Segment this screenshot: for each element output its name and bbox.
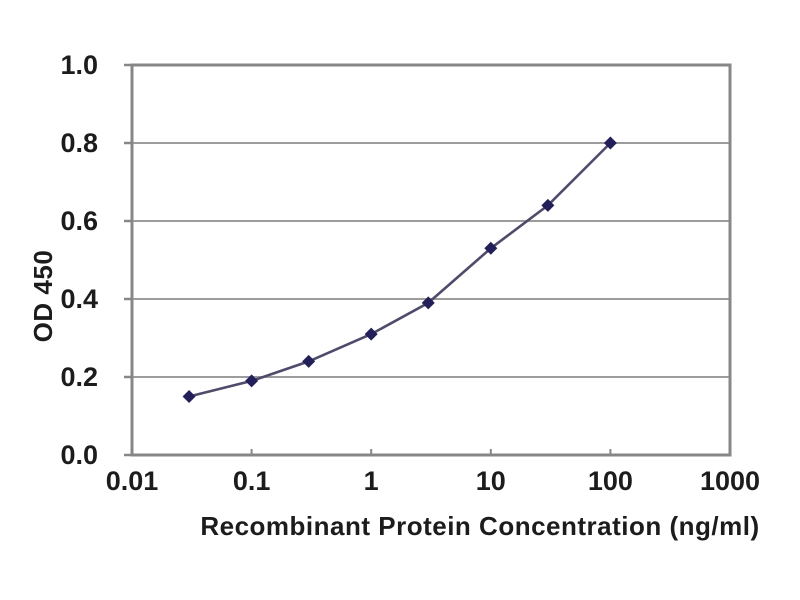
data-point-marker — [364, 327, 378, 341]
data-point-marker — [182, 390, 196, 403]
plot-area: 0.0 0.2 0.4 0.6 0.8 1.0 0.01 0.1 1 10 100 1000 — [60, 50, 760, 496]
x-axis-title: Recombinant Protein Concentration (ng/ml… — [200, 511, 759, 541]
data-point-marker — [421, 296, 435, 310]
x-tick-label: 0.1 — [233, 466, 271, 496]
y-tick-label: 0.6 — [60, 206, 98, 236]
x-tick-label: 0.01 — [106, 466, 159, 496]
y-tick-label: 0.4 — [60, 284, 98, 314]
y-axis-title: OD 450 — [28, 250, 58, 343]
y-tick-label: 0.8 — [60, 128, 98, 158]
x-tick-label: 100 — [588, 466, 633, 496]
data-point-marker — [245, 374, 259, 388]
y-tick-label: 1.0 — [60, 50, 98, 80]
x-tick-label: 10 — [476, 466, 506, 496]
series-line — [188, 142, 612, 398]
data-point-marker — [541, 198, 555, 212]
y-tick-label: 0.2 — [60, 362, 98, 392]
plot-frame — [130, 63, 732, 457]
x-tick-label: 1 — [364, 466, 379, 496]
data-point-marker — [484, 241, 498, 255]
y-tick-label: 0.0 — [60, 440, 98, 470]
x-tick-label: 1000 — [700, 466, 760, 496]
data-point-marker — [302, 354, 316, 368]
data-point-marker — [603, 136, 617, 150]
